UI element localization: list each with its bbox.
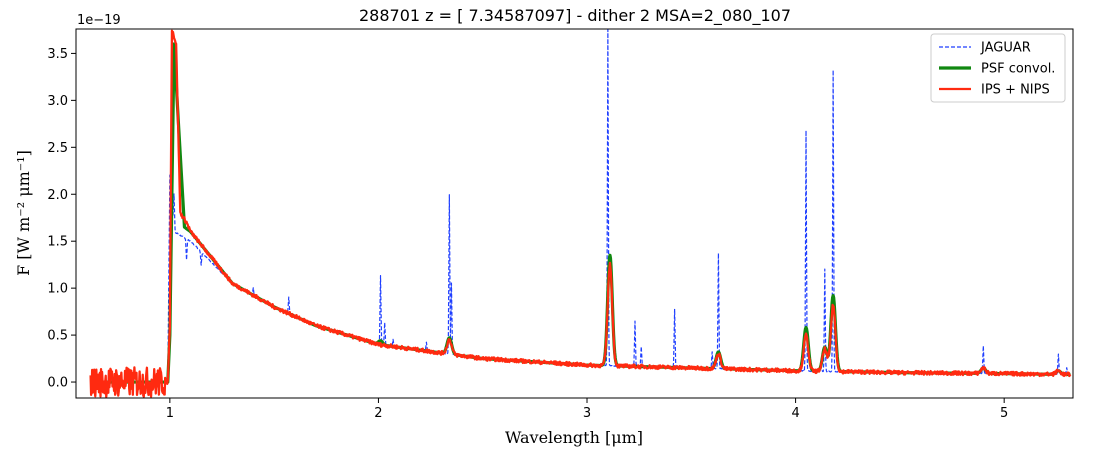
axes: 1 2 3 4 5 0.0 0.5 1.0 1.5 2.0 2.5 3.0 3.5 — [47, 28, 1074, 421]
x-tick-label: 5 — [1000, 406, 1008, 421]
series-line-ips-nips — [89, 29, 1072, 398]
x-tick-label: 1 — [166, 406, 174, 421]
y-axis-multiplier: 1e−19 — [77, 13, 121, 28]
y-axis-label: F [W m⁻² μm⁻¹] — [14, 150, 33, 276]
plot-area — [89, 29, 1072, 398]
y-tick-label: 0.0 — [47, 376, 68, 391]
x-tick-label: 3 — [583, 406, 591, 421]
x-tick-label: 4 — [791, 406, 799, 421]
y-tick-label: 2.0 — [47, 188, 68, 203]
x-tick-label: 2 — [374, 406, 382, 421]
plot-frame — [75, 28, 1074, 399]
legend-label: IPS + NIPS — [981, 83, 1050, 98]
y-tick-label: 1.5 — [47, 235, 68, 250]
y-tick-label: 2.5 — [47, 141, 68, 156]
y-tick-label: 3.5 — [47, 47, 68, 62]
series-line-psf-convol — [89, 42, 1072, 384]
legend: JAGUAR PSF convol. IPS + NIPS — [930, 33, 1066, 103]
legend-label: JAGUAR — [980, 41, 1031, 56]
legend-box — [930, 33, 1066, 103]
y-tick-label: 1.0 — [47, 282, 68, 297]
chart-title: 288701 z = [ 7.34587097] - dither 2 MSA=… — [359, 6, 791, 26]
y-tick-label: 0.5 — [47, 329, 68, 344]
x-axis-label: Wavelength [μm] — [505, 428, 643, 447]
y-tick-label: 3.0 — [47, 94, 68, 109]
legend-label: PSF convol. — [981, 62, 1055, 77]
series-line-jaguar — [90, 29, 1071, 384]
